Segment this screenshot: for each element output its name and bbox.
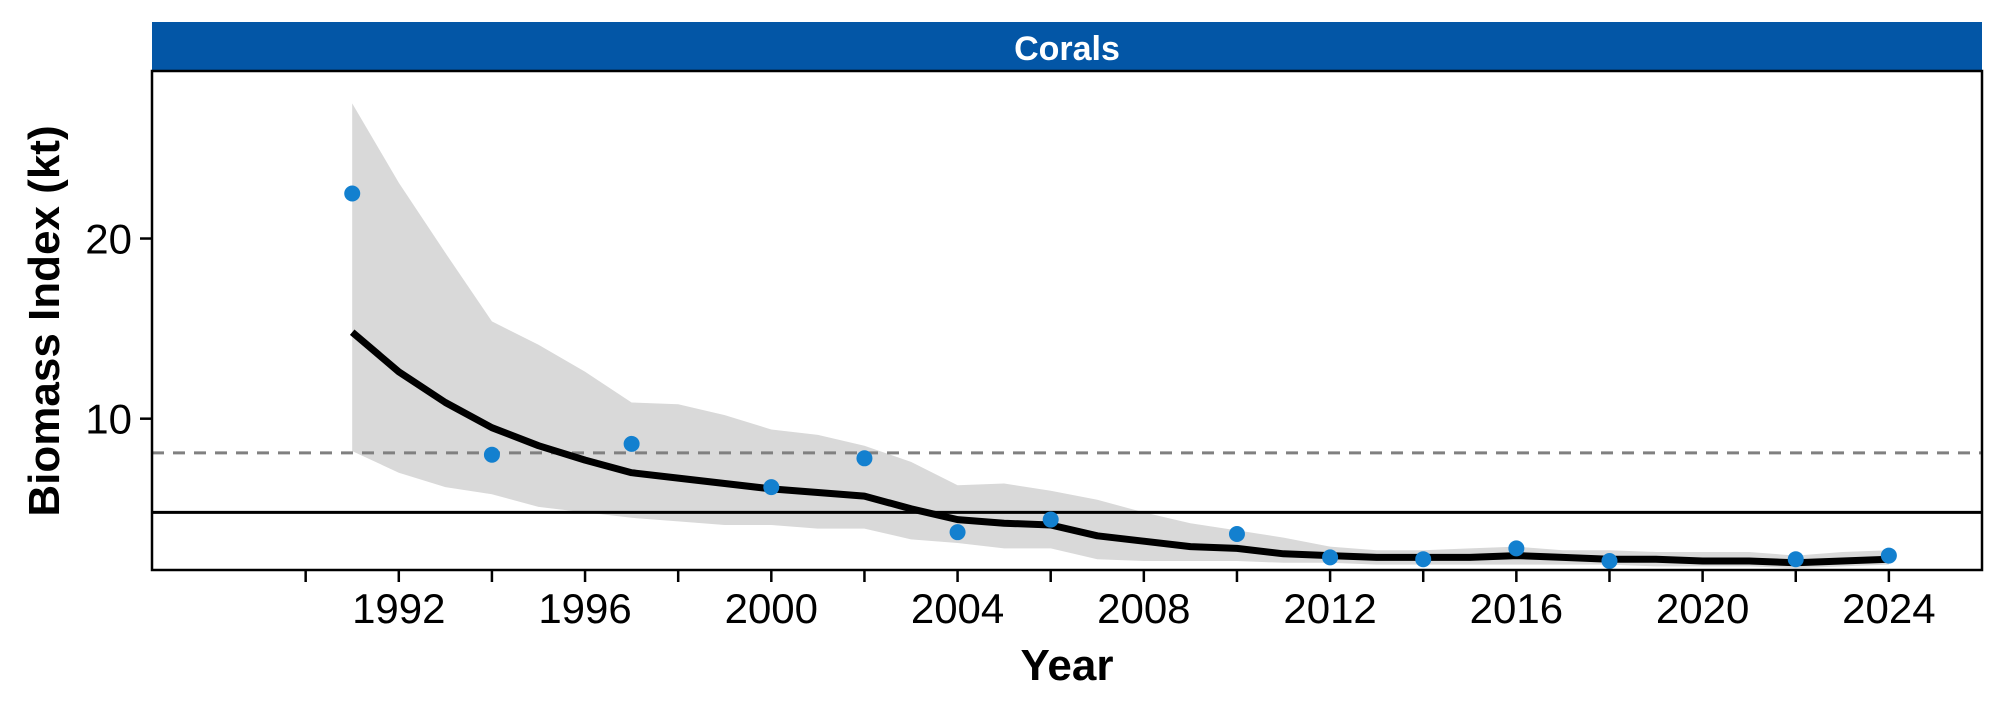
data-point: [344, 185, 361, 202]
x-tick-label: 1992: [352, 585, 445, 632]
y-tick-label: 10: [85, 396, 132, 443]
x-tick-label: 2000: [725, 585, 818, 632]
x-tick-label: 2012: [1283, 585, 1376, 632]
plot-area: [152, 103, 1982, 569]
data-point: [763, 479, 780, 496]
confidence-ribbon: [352, 103, 1889, 569]
x-tick-label: 2020: [1656, 585, 1749, 632]
x-tick-label: 2024: [1842, 585, 1935, 632]
data-point: [1415, 551, 1432, 568]
panel-strip: [152, 22, 1982, 71]
data-point: [1601, 552, 1618, 569]
data-point: [1322, 549, 1339, 566]
data-point: [483, 446, 500, 463]
x-tick-label: 1996: [538, 585, 631, 632]
data-point: [1787, 551, 1804, 568]
data-point: [949, 524, 966, 541]
x-tick-label: 2004: [911, 585, 1004, 632]
axes: 1992 1996 2000 2004 2008 2012 2016 2020 2024 10 20: [85, 216, 1935, 632]
y-tick-label: 20: [85, 216, 132, 263]
data-point: [1880, 547, 1897, 564]
data-point: [623, 435, 640, 452]
x-tick-label: 2008: [1097, 585, 1190, 632]
trend-line: [349, 329, 1890, 567]
y-axis-title: Biomass Index (kt): [20, 125, 69, 516]
x-tick-label: 2016: [1470, 585, 1563, 632]
data-point: [1508, 540, 1525, 557]
panel-title: Corals: [1014, 30, 1120, 68]
x-axis-title: Year: [1021, 641, 1114, 690]
data-point: [1042, 511, 1059, 528]
data-point: [856, 450, 873, 467]
data-point: [1228, 525, 1245, 542]
panel-border: [150, 69, 1984, 572]
